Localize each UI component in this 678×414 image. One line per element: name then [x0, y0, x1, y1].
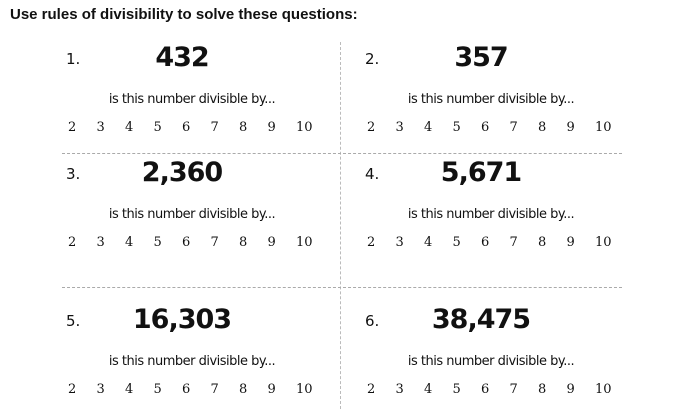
- question-label: 1.: [66, 50, 81, 68]
- question-3: 3. 2,360 is this number divisible by... …: [62, 157, 340, 267]
- question-number: 357: [454, 42, 508, 73]
- divisor-option[interactable]: 8: [239, 382, 248, 397]
- question-number: 5,671: [440, 157, 522, 188]
- divisor-option[interactable]: 7: [509, 382, 518, 397]
- question-label: 6.: [365, 312, 380, 330]
- divisor-option[interactable]: 3: [395, 382, 404, 397]
- question-prompt: is this number divisible by...: [407, 92, 575, 107]
- divisor-option[interactable]: 8: [538, 382, 547, 397]
- divisor-option[interactable]: 10: [595, 382, 612, 397]
- divisor-option[interactable]: 2: [367, 235, 376, 250]
- question-prompt: is this number divisible by...: [407, 207, 575, 222]
- divisor-option[interactable]: 6: [481, 235, 490, 250]
- divisor-option[interactable]: 3: [395, 235, 404, 250]
- divisor-option[interactable]: 7: [509, 235, 518, 250]
- question-number: 432: [155, 42, 209, 73]
- divisor-options: 2 3 4 5 6 7 8 9 10: [367, 382, 624, 397]
- divisor-option[interactable]: 5: [452, 382, 461, 397]
- question-5: 5. 16,303 is this number divisible by...…: [62, 304, 340, 414]
- divisor-option[interactable]: 4: [424, 120, 433, 135]
- divisor-option[interactable]: 3: [96, 120, 105, 135]
- divisor-option[interactable]: 9: [566, 120, 575, 135]
- divisor-option[interactable]: 2: [68, 382, 77, 397]
- divisor-option[interactable]: 3: [96, 235, 105, 250]
- question-number: 38,475: [431, 304, 531, 335]
- question-1: 1. 432 is this number divisible by... 2 3…: [62, 42, 340, 152]
- divisor-option[interactable]: 4: [125, 382, 134, 397]
- worksheet-title: Use rules of divisibility to solve these…: [10, 6, 358, 23]
- divisor-option[interactable]: 2: [68, 235, 77, 250]
- row-divider: [62, 153, 622, 154]
- divisor-options: 2 3 4 5 6 7 8 9 10: [68, 235, 325, 250]
- divisor-options: 2 3 4 5 6 7 8 9 10: [68, 120, 325, 135]
- question-prompt: is this number divisible by...: [407, 354, 575, 369]
- divisor-option[interactable]: 4: [125, 235, 134, 250]
- divisor-option[interactable]: 4: [424, 235, 433, 250]
- divisor-option[interactable]: 6: [182, 382, 191, 397]
- divisor-option[interactable]: 10: [595, 120, 612, 135]
- divisor-option[interactable]: 9: [267, 235, 276, 250]
- divisor-option[interactable]: 7: [210, 235, 219, 250]
- question-number: 2,360: [141, 157, 223, 188]
- row-divider: [62, 287, 622, 288]
- question-number: 16,303: [132, 304, 232, 335]
- divisor-options: 2 3 4 5 6 7 8 9 10: [367, 120, 624, 135]
- divisor-option[interactable]: 8: [239, 120, 248, 135]
- question-label: 4.: [365, 165, 380, 183]
- divisor-option[interactable]: 10: [296, 235, 313, 250]
- divisor-option[interactable]: 10: [296, 120, 313, 135]
- divisor-option[interactable]: 9: [566, 235, 575, 250]
- question-label: 2.: [365, 50, 380, 68]
- divisor-option[interactable]: 5: [153, 382, 162, 397]
- divisor-option[interactable]: 5: [153, 235, 162, 250]
- divisor-option[interactable]: 2: [367, 120, 376, 135]
- divisor-option[interactable]: 2: [68, 120, 77, 135]
- question-label: 5.: [66, 312, 81, 330]
- question-prompt: is this number divisible by...: [108, 92, 276, 107]
- question-prompt: is this number divisible by...: [108, 207, 276, 222]
- question-prompt: is this number divisible by...: [108, 354, 276, 369]
- divisor-option[interactable]: 10: [296, 382, 313, 397]
- question-label: 3.: [66, 165, 81, 183]
- divisor-option[interactable]: 6: [481, 120, 490, 135]
- divisor-option[interactable]: 8: [538, 120, 547, 135]
- divisor-option[interactable]: 7: [509, 120, 518, 135]
- column-divider: [340, 42, 341, 409]
- divisor-option[interactable]: 9: [267, 382, 276, 397]
- divisor-option[interactable]: 7: [210, 382, 219, 397]
- divisor-option[interactable]: 6: [182, 120, 191, 135]
- divisor-option[interactable]: 6: [182, 235, 191, 250]
- divisor-options: 2 3 4 5 6 7 8 9 10: [68, 382, 325, 397]
- question-4: 4. 5,671 is this number divisible by... …: [361, 157, 639, 267]
- divisor-option[interactable]: 8: [239, 235, 248, 250]
- divisor-option[interactable]: 4: [424, 382, 433, 397]
- question-6: 6. 38,475 is this number divisible by...…: [361, 304, 639, 414]
- divisor-option[interactable]: 5: [452, 120, 461, 135]
- divisor-option[interactable]: 9: [566, 382, 575, 397]
- divisor-option[interactable]: 3: [96, 382, 105, 397]
- divisor-option[interactable]: 5: [153, 120, 162, 135]
- divisor-option[interactable]: 10: [595, 235, 612, 250]
- divisor-options: 2 3 4 5 6 7 8 9 10: [367, 235, 624, 250]
- divisor-option[interactable]: 8: [538, 235, 547, 250]
- divisor-option[interactable]: 7: [210, 120, 219, 135]
- divisor-option[interactable]: 5: [452, 235, 461, 250]
- divisor-option[interactable]: 4: [125, 120, 134, 135]
- divisor-option[interactable]: 9: [267, 120, 276, 135]
- divisor-option[interactable]: 6: [481, 382, 490, 397]
- divisor-option[interactable]: 2: [367, 382, 376, 397]
- divisor-option[interactable]: 3: [395, 120, 404, 135]
